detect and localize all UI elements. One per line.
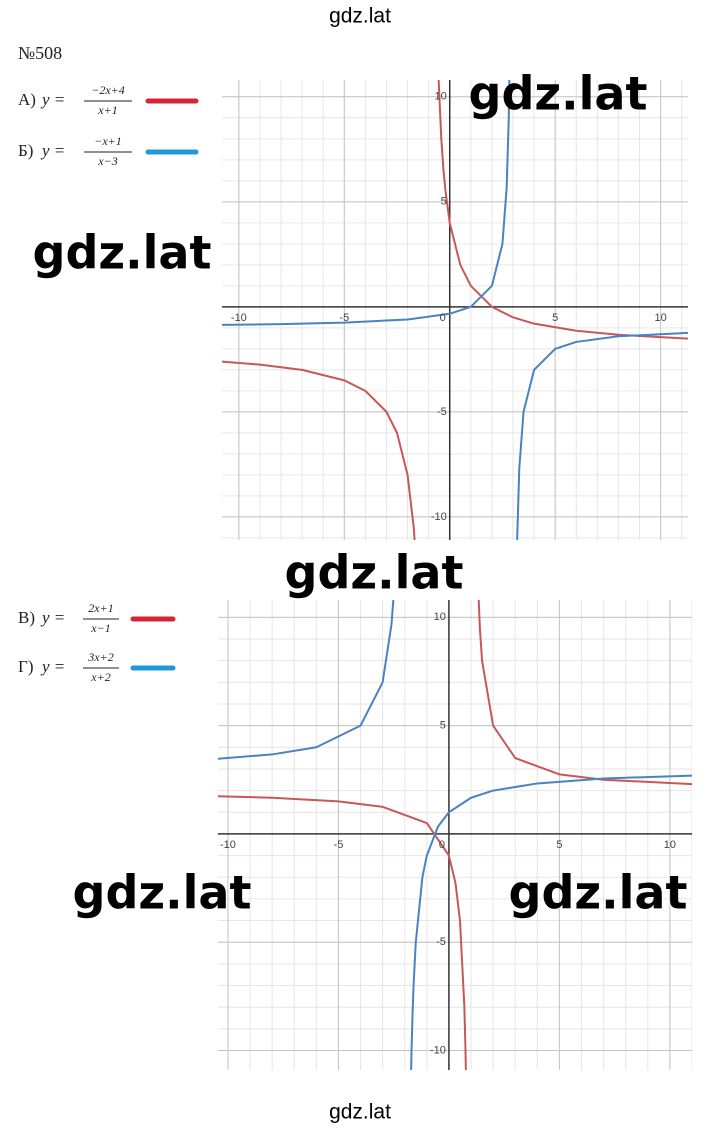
curve — [218, 600, 692, 1070]
legend-denominator: x−3 — [97, 154, 117, 168]
legend-numerator: −x+1 — [94, 134, 122, 148]
x-tick-label: -10 — [220, 839, 236, 851]
watermark: gdz.lat — [469, 67, 648, 121]
x-tick-label: 10 — [664, 839, 676, 851]
legend-denominator: x+1 — [97, 103, 117, 117]
y-tick-label: -10 — [430, 1044, 446, 1056]
x-tick-label: 5 — [552, 312, 558, 324]
legend-lhs: y = — [40, 657, 65, 676]
footer: gdz.lat — [329, 1101, 391, 1124]
legend-numerator: −2x+4 — [91, 83, 125, 97]
plot-bg — [218, 600, 692, 1070]
y-tick-label: -10 — [431, 511, 447, 523]
x-tick-label: 10 — [654, 312, 666, 324]
x-tick-label: 0 — [440, 312, 446, 324]
y-tick-label: -5 — [436, 936, 446, 948]
y-tick-label: 10 — [434, 611, 446, 623]
watermark: gdz.lat — [33, 226, 212, 280]
x-tick-label: -10 — [231, 312, 247, 324]
y-tick-label: -5 — [437, 406, 447, 418]
legend-numerator: 3x+2 — [87, 650, 113, 664]
curve — [222, 80, 688, 540]
plot — [218, 600, 692, 1070]
problem-number: №508 — [18, 43, 62, 63]
y-tick-label: 10 — [434, 91, 446, 103]
plot — [222, 80, 688, 540]
legend-letter: Б) — [18, 141, 33, 160]
curve — [218, 600, 692, 1070]
legend-numerator: 2x+1 — [88, 601, 113, 615]
legend-lhs: y = — [40, 90, 65, 109]
x-tick-label: -5 — [334, 839, 344, 851]
header: gdz.lat — [329, 5, 391, 28]
plot-bg — [222, 80, 688, 540]
legend-lhs: y = — [40, 141, 65, 160]
watermark: gdz.lat — [509, 866, 688, 920]
curve — [222, 80, 688, 540]
y-tick-label: 5 — [440, 720, 446, 732]
y-tick-label: 5 — [441, 196, 447, 208]
legend-lhs: y = — [40, 608, 65, 627]
legend-letter: Г) — [18, 657, 34, 676]
legend-denominator: x+2 — [90, 670, 110, 684]
x-tick-label: -5 — [339, 312, 349, 324]
watermark: gdz.lat — [285, 546, 464, 600]
x-tick-label: 5 — [556, 839, 562, 851]
legend-letter: А) — [18, 90, 36, 109]
watermark: gdz.lat — [73, 866, 252, 920]
legend-denominator: x−1 — [90, 621, 110, 635]
legend-letter: В) — [18, 608, 35, 627]
x-tick-label: 0 — [439, 839, 445, 851]
